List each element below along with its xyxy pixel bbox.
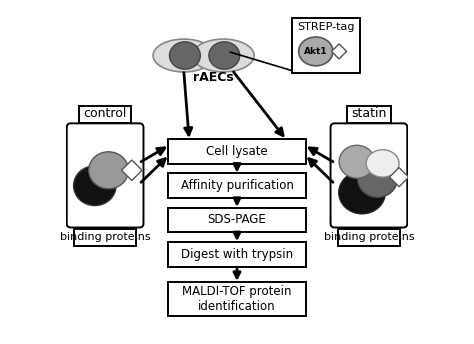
Text: MALDI-TOF protein
identification: MALDI-TOF protein identification <box>182 285 292 313</box>
Polygon shape <box>121 160 142 181</box>
Ellipse shape <box>339 171 385 214</box>
Polygon shape <box>331 44 346 59</box>
Text: STREP-tag: STREP-tag <box>297 22 355 32</box>
FancyBboxPatch shape <box>168 173 306 198</box>
Text: Akt1: Akt1 <box>304 47 328 56</box>
FancyBboxPatch shape <box>74 229 136 246</box>
Ellipse shape <box>192 39 254 72</box>
Text: binding proteins: binding proteins <box>60 232 150 242</box>
Text: Affinity purification: Affinity purification <box>181 179 293 192</box>
FancyBboxPatch shape <box>346 106 391 123</box>
Ellipse shape <box>153 39 215 72</box>
FancyBboxPatch shape <box>330 123 407 227</box>
FancyBboxPatch shape <box>67 123 144 227</box>
Text: control: control <box>83 107 127 120</box>
FancyBboxPatch shape <box>80 106 131 123</box>
Polygon shape <box>390 168 409 187</box>
FancyBboxPatch shape <box>168 282 306 316</box>
FancyBboxPatch shape <box>168 139 306 164</box>
FancyBboxPatch shape <box>168 242 306 267</box>
Text: Cell lysate: Cell lysate <box>206 145 268 158</box>
Ellipse shape <box>89 152 128 189</box>
Ellipse shape <box>299 37 333 66</box>
Ellipse shape <box>366 150 399 177</box>
FancyBboxPatch shape <box>168 208 306 232</box>
Text: SDS-PAGE: SDS-PAGE <box>208 214 266 226</box>
FancyBboxPatch shape <box>338 229 400 246</box>
Ellipse shape <box>339 145 375 178</box>
FancyBboxPatch shape <box>292 18 360 73</box>
Ellipse shape <box>209 42 240 69</box>
Text: statin: statin <box>351 107 387 120</box>
Text: rAECs: rAECs <box>192 71 233 84</box>
Ellipse shape <box>170 42 201 69</box>
Ellipse shape <box>357 160 397 197</box>
Text: Digest with trypsin: Digest with trypsin <box>181 248 293 261</box>
Text: binding proteins: binding proteins <box>324 232 414 242</box>
Ellipse shape <box>73 166 116 206</box>
